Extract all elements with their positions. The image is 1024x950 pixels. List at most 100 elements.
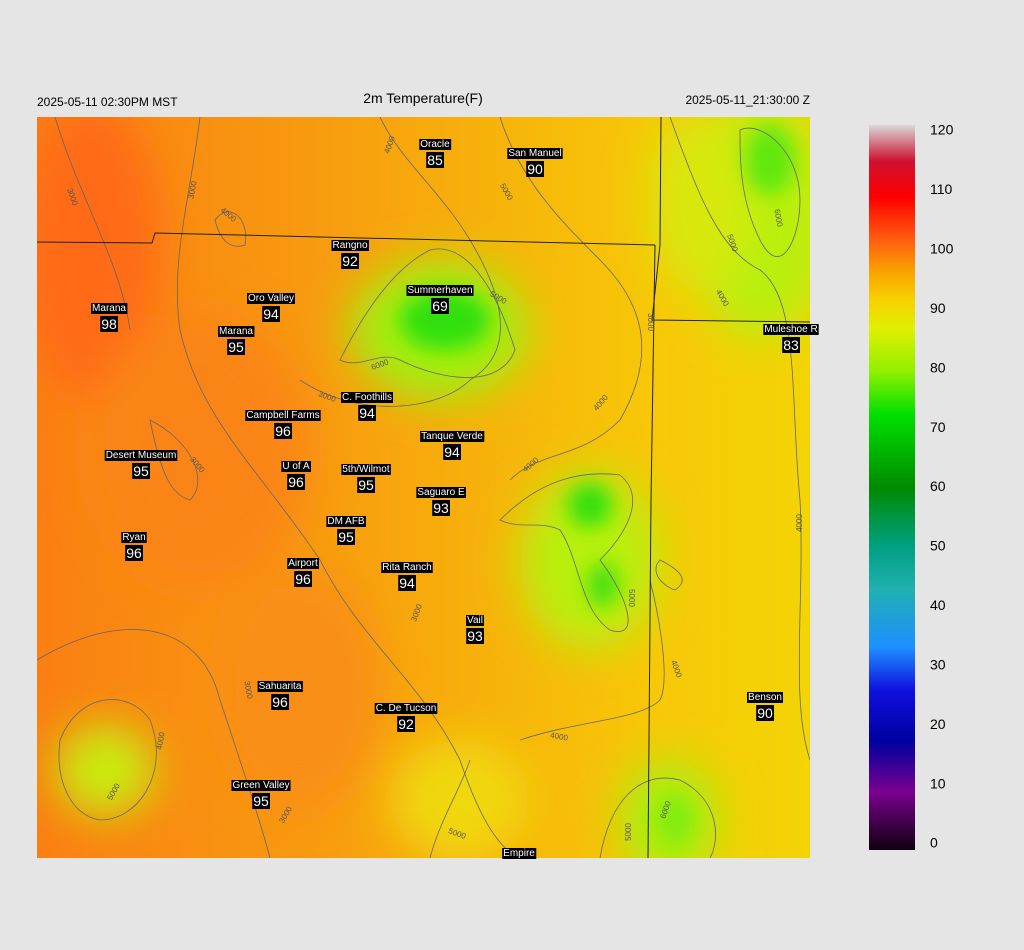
station-value: 95 — [253, 793, 269, 809]
label-box — [502, 848, 537, 859]
station-name: Saguaro E — [417, 487, 465, 498]
station-name: Airport — [288, 558, 318, 569]
colorbar-tick-label: 50 — [930, 538, 946, 554]
label-box — [125, 545, 143, 561]
contour-label: 4000 — [550, 731, 570, 743]
label-box — [337, 529, 355, 545]
label-box — [431, 298, 449, 314]
label-box — [218, 326, 255, 337]
colorbar-tick-label: 100 — [930, 241, 954, 257]
station-value: 95 — [358, 477, 374, 493]
station-name: Rita Ranch — [382, 562, 431, 573]
colorbar-tick-label: 70 — [930, 419, 946, 435]
label-box — [247, 293, 295, 304]
colorbar-tick-label: 20 — [930, 716, 946, 732]
station-value: 98 — [101, 316, 117, 332]
label-box — [331, 240, 369, 251]
label-box — [526, 161, 544, 177]
label-box — [782, 337, 800, 353]
station-value: 85 — [427, 152, 443, 168]
label-box — [466, 615, 484, 626]
station-value: 95 — [338, 529, 354, 545]
label-box — [281, 461, 311, 472]
label-box — [419, 139, 452, 150]
label-box — [432, 500, 450, 516]
station-name: C. Foothills — [342, 392, 392, 403]
contour-label: 3000 — [187, 180, 199, 200]
station-name: Muleshoe R — [764, 324, 817, 335]
station-name: Empire — [503, 848, 535, 859]
title: 2m Temperature(F) — [363, 90, 483, 106]
station-value: 94 — [444, 444, 460, 460]
header-left: 2025-05-11 02:30PM MST — [37, 95, 178, 109]
label-box — [100, 316, 118, 332]
county-lines — [37, 117, 810, 858]
overlay: 4000300030004000500060005000400050003000… — [65, 122, 954, 859]
label-box — [756, 705, 774, 721]
station-name: Oracle — [420, 139, 450, 150]
contour-label: 3000 — [242, 680, 254, 700]
station-value: 94 — [263, 306, 279, 322]
station-name: Marana — [219, 326, 253, 337]
label-box — [747, 692, 783, 703]
label-box — [104, 450, 178, 461]
label-box — [271, 694, 289, 710]
station-name: 5th/Wilmot — [342, 464, 389, 475]
colorbar-tick-label: 40 — [930, 597, 946, 613]
label-box — [340, 392, 394, 403]
label-box — [466, 628, 484, 644]
label-box — [245, 410, 321, 421]
colorbar-tick-label: 10 — [930, 775, 946, 791]
label-box — [374, 703, 438, 714]
label-box — [443, 444, 461, 460]
label-box — [287, 474, 305, 490]
label-box — [341, 253, 359, 269]
label-box — [121, 532, 147, 543]
label-box — [227, 339, 245, 355]
station-value: 69 — [432, 298, 448, 314]
label-box — [397, 716, 415, 732]
station-name: Campbell Farms — [246, 410, 319, 421]
label-box — [91, 303, 128, 314]
colorbar-tick-label: 80 — [930, 359, 946, 375]
station-name: San Manuel — [508, 148, 561, 159]
label-box — [358, 405, 376, 421]
station-name: Tanque Verde — [421, 431, 483, 442]
contour-label: 5000 — [624, 823, 633, 841]
station-name: DM AFB — [327, 516, 365, 527]
station-value: 90 — [757, 705, 773, 721]
contour-label: 4000 — [795, 514, 804, 532]
label-box — [274, 423, 292, 439]
contour-label: 5000 — [627, 589, 636, 607]
label-box — [341, 464, 391, 475]
colorbar-tick-label: 90 — [930, 300, 946, 316]
label-box — [287, 558, 319, 569]
label-box — [398, 575, 416, 591]
station-value: 90 — [527, 161, 543, 177]
colorbar-tick-label: 60 — [930, 478, 946, 494]
label-box — [252, 793, 270, 809]
label-box — [507, 148, 563, 159]
station-value: 96 — [288, 474, 304, 490]
colorbar-tick-label: 30 — [930, 656, 946, 672]
station-value: 95 — [228, 339, 244, 355]
map-field — [37, 117, 810, 858]
station-name: Marana — [92, 303, 126, 314]
station-value: 83 — [783, 337, 799, 353]
station-value: 93 — [433, 500, 449, 516]
header-right: 2025-05-11_21:30:00 Z — [685, 93, 810, 107]
station-name: Green Valley — [232, 780, 289, 791]
colorbar-tick-label: 0 — [930, 835, 938, 851]
contour-label: 4000 — [155, 731, 167, 751]
label-box — [381, 562, 433, 573]
label-box — [763, 324, 819, 335]
label-box — [406, 285, 474, 296]
station-name: Sahuarita — [259, 681, 302, 692]
label-box — [420, 431, 485, 442]
colorbar-tick-label: 110 — [930, 181, 953, 197]
station-value: 96 — [272, 694, 288, 710]
station-value: 96 — [275, 423, 291, 439]
label-box — [326, 516, 366, 527]
label-box — [416, 487, 466, 498]
